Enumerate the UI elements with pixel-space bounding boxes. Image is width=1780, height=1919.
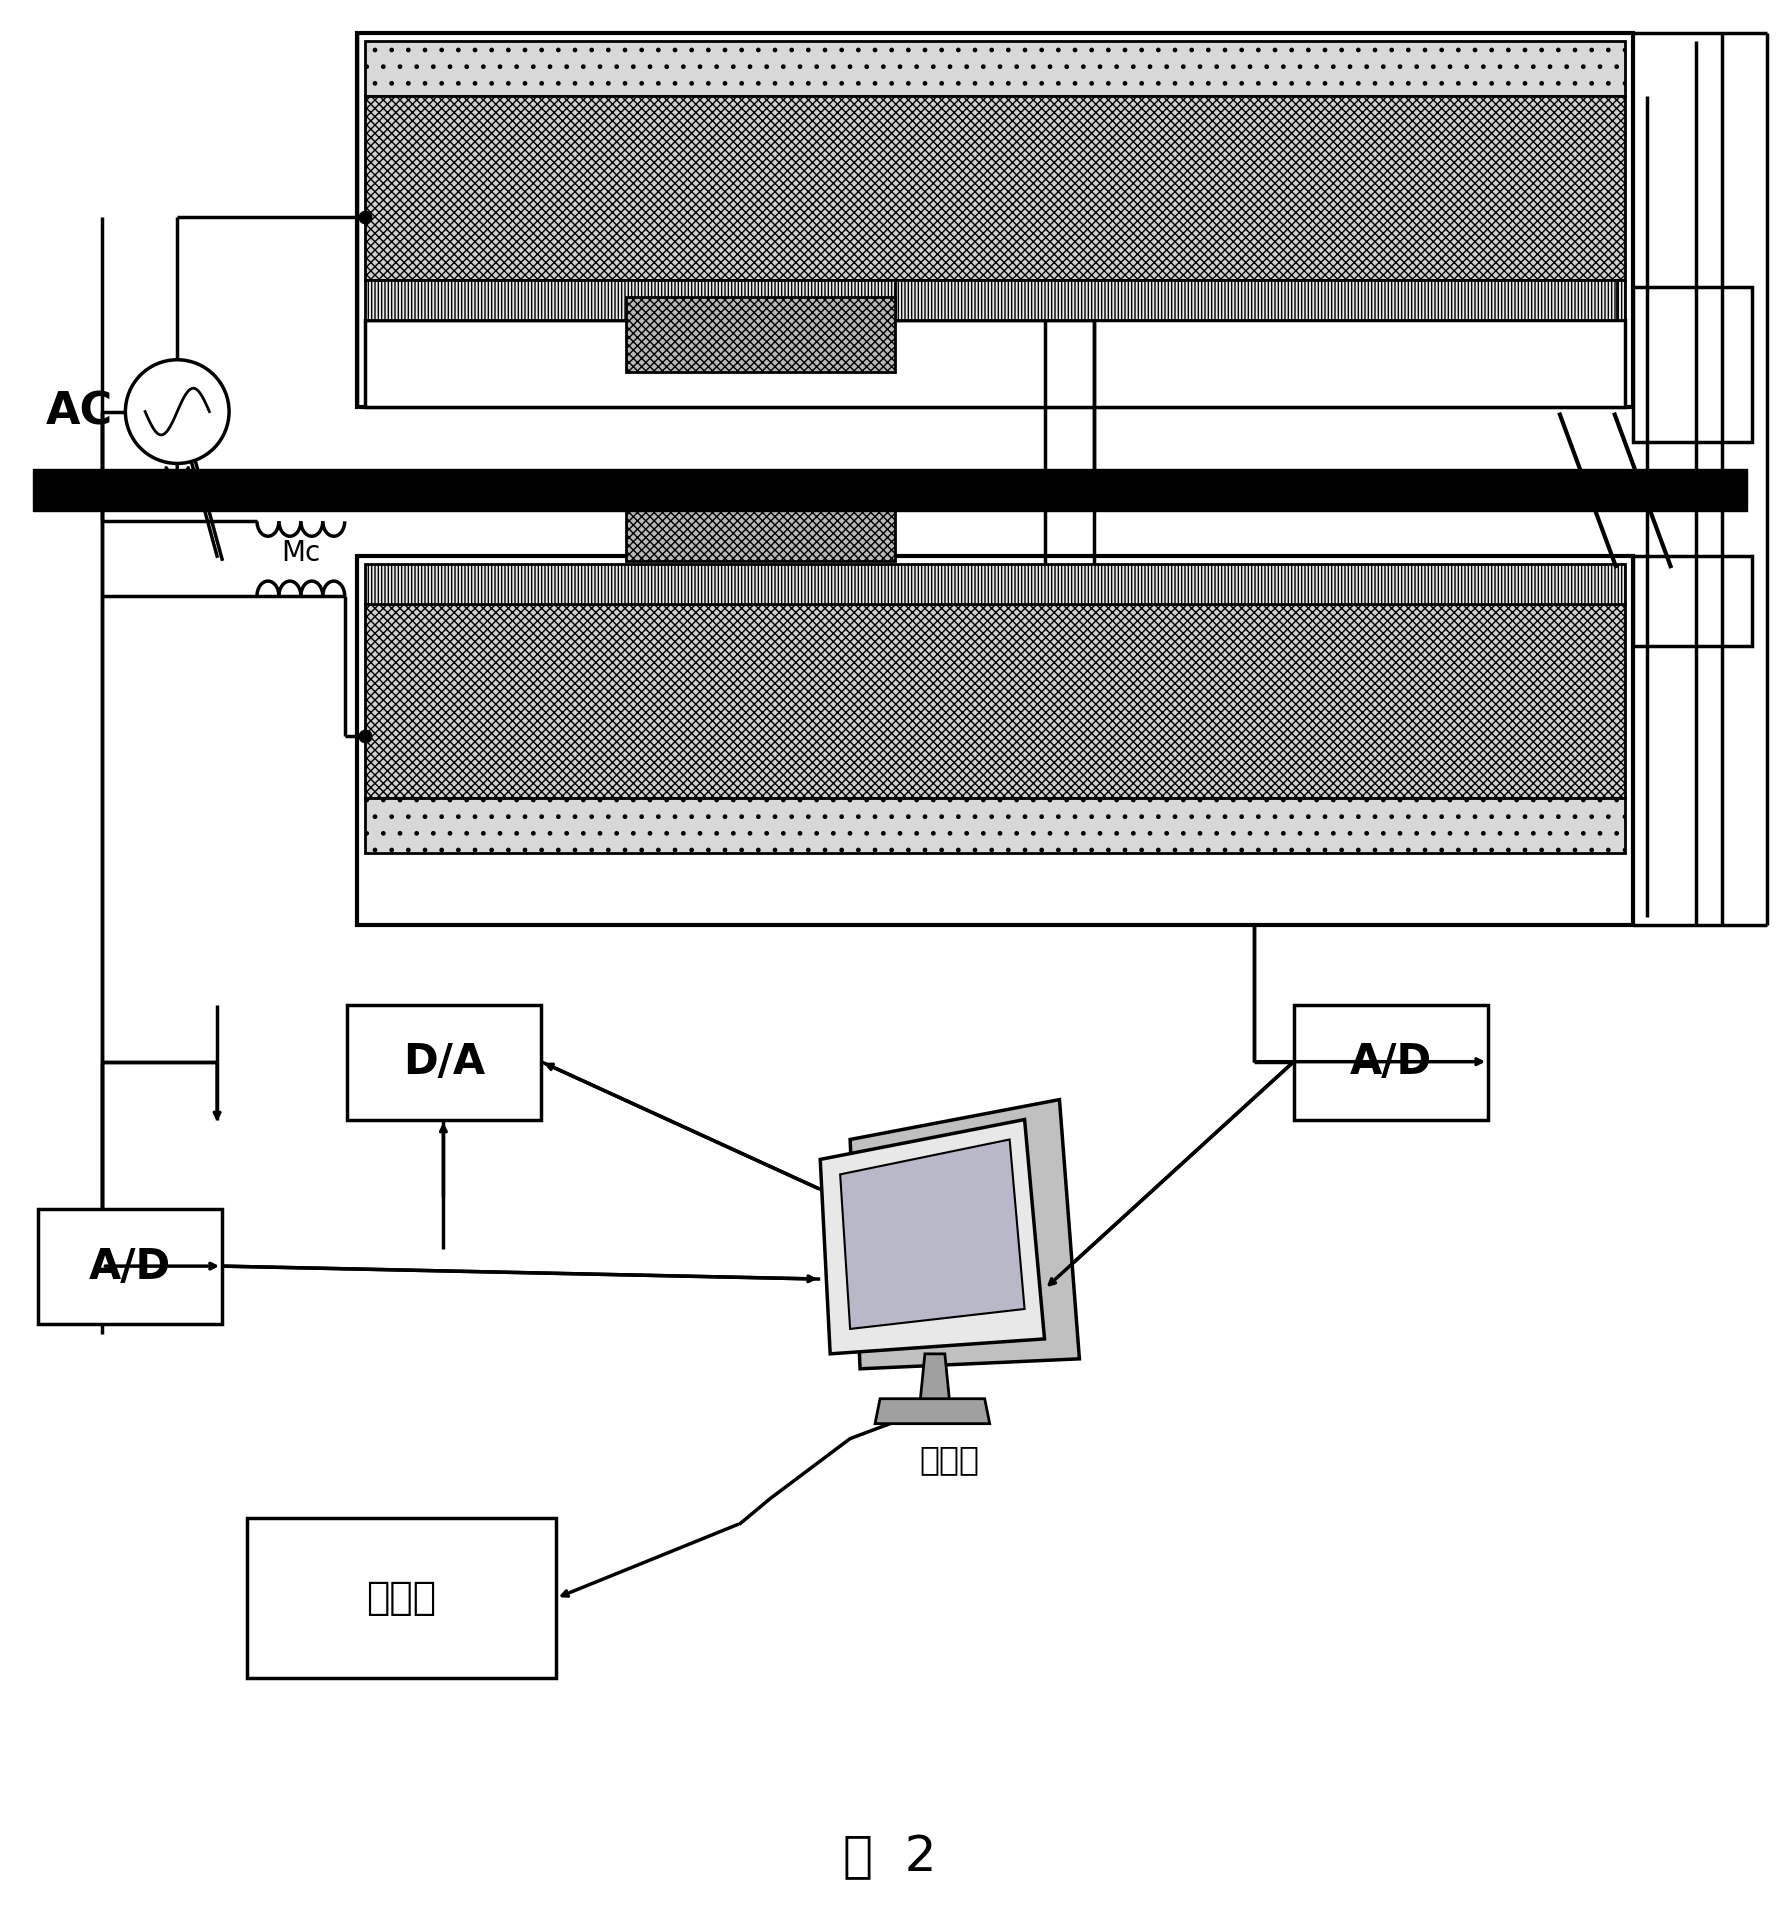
Bar bbox=[365, 564, 1623, 604]
Bar bbox=[895, 280, 1616, 320]
Text: A/D: A/D bbox=[89, 1245, 171, 1288]
Bar bbox=[365, 96, 1623, 280]
Bar bbox=[1632, 557, 1752, 647]
Bar bbox=[356, 557, 1632, 925]
Text: 打印机: 打印机 bbox=[367, 1579, 436, 1618]
Text: A/D: A/D bbox=[1349, 1042, 1431, 1082]
Circle shape bbox=[125, 359, 230, 464]
Bar bbox=[1632, 288, 1752, 441]
Polygon shape bbox=[840, 1140, 1024, 1330]
Polygon shape bbox=[874, 1399, 990, 1424]
Bar bbox=[365, 320, 1623, 407]
Text: 图  2: 图 2 bbox=[842, 1833, 936, 1881]
Polygon shape bbox=[849, 1100, 1079, 1368]
Bar bbox=[365, 604, 1623, 798]
Bar bbox=[625, 297, 895, 372]
Bar bbox=[1292, 1006, 1488, 1119]
Bar bbox=[365, 798, 1623, 854]
Polygon shape bbox=[920, 1355, 949, 1403]
Bar bbox=[365, 280, 1623, 320]
Bar bbox=[365, 40, 1623, 96]
Text: Mc: Mc bbox=[281, 539, 320, 568]
Polygon shape bbox=[821, 1119, 1043, 1355]
Bar bbox=[347, 1006, 541, 1119]
Text: AC: AC bbox=[46, 390, 114, 434]
Text: D/A: D/A bbox=[402, 1042, 484, 1082]
Bar bbox=[247, 1518, 555, 1677]
Text: 计算机: 计算机 bbox=[918, 1443, 979, 1476]
Bar bbox=[625, 501, 895, 560]
Bar bbox=[37, 1209, 222, 1324]
Bar bbox=[356, 33, 1632, 407]
